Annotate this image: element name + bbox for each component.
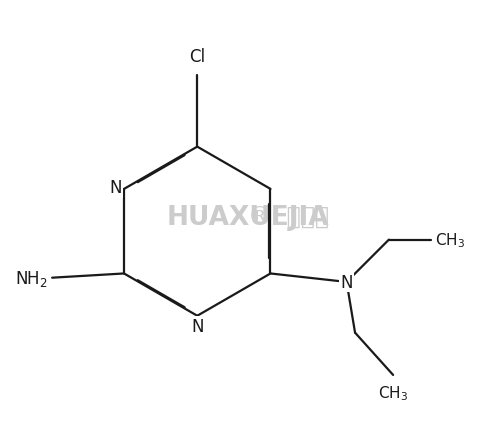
Text: Cl: Cl <box>189 47 205 65</box>
Text: N: N <box>340 273 353 291</box>
Text: CH$_3$: CH$_3$ <box>435 231 466 249</box>
Text: NH$_2$: NH$_2$ <box>15 268 48 288</box>
Text: N: N <box>109 179 122 197</box>
Text: CH$_3$: CH$_3$ <box>378 384 408 402</box>
Text: N: N <box>191 318 203 336</box>
Text: HUAXUEJIA: HUAXUEJIA <box>167 204 329 230</box>
Text: ®  化学加: ® 化学加 <box>248 205 329 229</box>
